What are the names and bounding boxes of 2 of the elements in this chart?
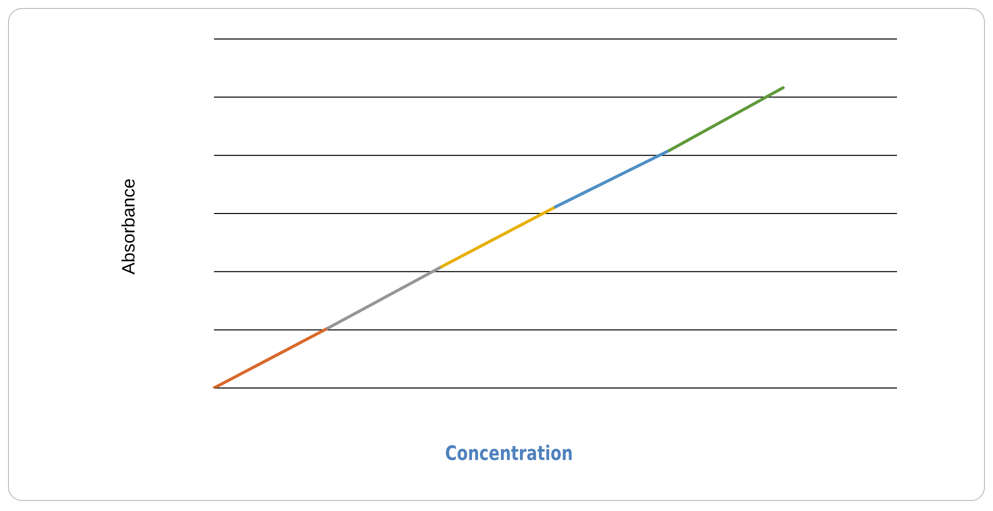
y-axis-title: Absorbance [118, 177, 140, 277]
x-axis-title: Concentration [444, 441, 574, 465]
